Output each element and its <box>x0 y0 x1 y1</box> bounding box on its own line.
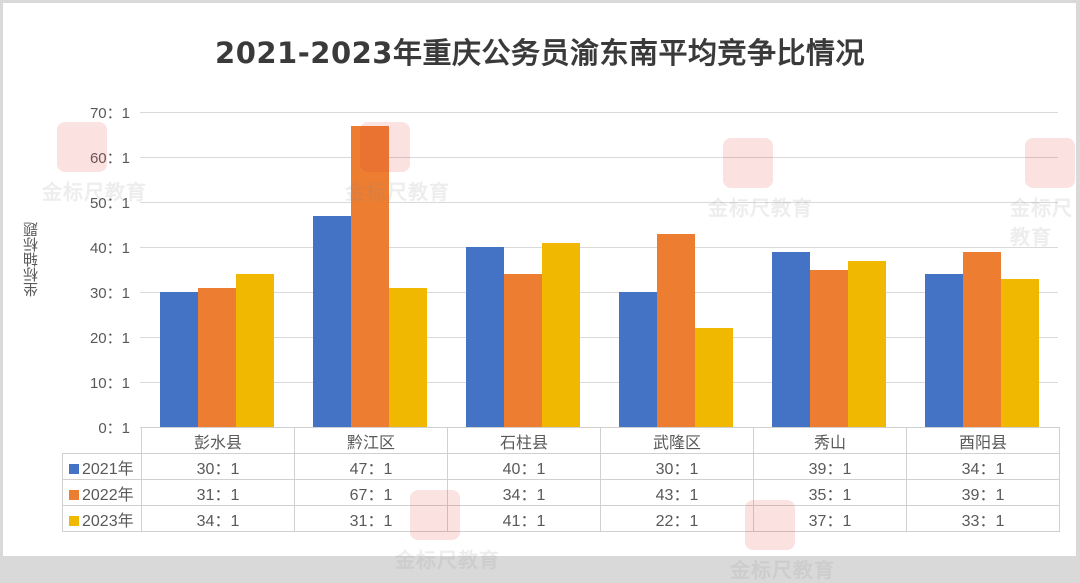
table-cell: 30：1 <box>141 453 295 480</box>
gridline <box>140 382 1058 383</box>
legend-entry: 2023年 <box>62 505 142 532</box>
y-tick-label: 0：1 <box>98 420 130 437</box>
table-cell: 33：1 <box>906 505 1060 532</box>
bar-2021年 <box>925 274 963 427</box>
bar-2021年 <box>466 247 504 427</box>
table-cell: 67：1 <box>294 479 448 506</box>
table-cell: 41：1 <box>447 505 601 532</box>
category-label: 秀山 <box>753 427 907 454</box>
y-tick-label: 30：1 <box>89 285 130 302</box>
legend-label: 2022年 <box>82 486 134 504</box>
y-tick-label: 50：1 <box>89 195 130 212</box>
bar-2023年 <box>848 261 886 428</box>
y-tick-label: 70：1 <box>89 105 130 122</box>
chart-title: 2021-2023年重庆公务员渝东南平均竞争比情况 <box>215 36 865 70</box>
y-axis-title: 坐标轴标题 <box>22 222 40 297</box>
bar-2021年 <box>619 292 657 427</box>
bar-2022年 <box>963 252 1001 428</box>
legend-swatch-icon <box>69 489 79 500</box>
series-row: 2021年 30：1 47：1 40：1 30：1 39：1 34：1 <box>62 453 1060 480</box>
bar-2023年 <box>236 274 274 427</box>
table-cell: 47：1 <box>294 453 448 480</box>
gridline <box>140 292 1058 293</box>
bar-2023年 <box>542 243 580 428</box>
y-tick-label: 20：1 <box>89 330 130 347</box>
table-cell: 22：1 <box>600 505 754 532</box>
category-header-row: 彭水县 黔江区 石柱县 武隆区 秀山 酉阳县 <box>63 427 1060 454</box>
bar-2022年 <box>351 126 389 428</box>
bar-2022年 <box>504 274 542 427</box>
table-cell: 39：1 <box>753 453 907 480</box>
table-cell: 34：1 <box>447 479 601 506</box>
bar-2023年 <box>1001 279 1039 428</box>
table-cell: 35：1 <box>753 479 907 506</box>
bar-2023年 <box>695 328 733 427</box>
bar-2022年 <box>810 270 848 428</box>
table-cell: 30：1 <box>600 453 754 480</box>
y-tick-label: 60：1 <box>89 150 130 167</box>
gridline <box>140 112 1058 113</box>
series-row: 2022年 31：1 67：1 34：1 43：1 35：1 39：1 <box>62 479 1060 506</box>
y-tick-label: 10：1 <box>89 375 130 392</box>
bar-2022年 <box>657 234 695 428</box>
y-tick-label: 40：1 <box>89 240 130 257</box>
table-cell: 40：1 <box>447 453 601 480</box>
category-label: 黔江区 <box>294 427 448 454</box>
bar-2022年 <box>198 288 236 428</box>
legend-entry: 2022年 <box>62 479 142 506</box>
table-cell: 37：1 <box>753 505 907 532</box>
table-cell: 31：1 <box>294 505 448 532</box>
watermark-text: 金标尺教育 <box>730 558 835 582</box>
legend-swatch-icon <box>69 515 79 526</box>
category-label: 彭水县 <box>141 427 295 454</box>
series-row: 2023年 34：1 31：1 41：1 22：1 37：1 33：1 <box>62 505 1060 532</box>
table-cell: 34：1 <box>141 505 295 532</box>
category-label: 武隆区 <box>600 427 754 454</box>
bar-2021年 <box>160 292 198 427</box>
gridline <box>140 337 1058 338</box>
table-cell: 39：1 <box>906 479 1060 506</box>
gridline <box>140 247 1058 248</box>
table-cell: 31：1 <box>141 479 295 506</box>
gridline <box>140 202 1058 203</box>
data-table: 彭水县 黔江区 石柱县 武隆区 秀山 酉阳县 2021年 30：1 47：1 40：1 30：1 3… <box>62 427 1060 532</box>
legend-entry: 2021年 <box>62 453 142 480</box>
legend-label: 2023年 <box>82 512 134 530</box>
bar-2023年 <box>389 288 427 428</box>
gridline <box>140 157 1058 158</box>
legend-swatch-icon <box>69 463 79 474</box>
bar-2021年 <box>772 252 810 428</box>
bar-2021年 <box>313 216 351 428</box>
table-cell: 43：1 <box>600 479 754 506</box>
legend-label: 2021年 <box>82 460 134 478</box>
category-label: 酉阳县 <box>906 427 1060 454</box>
table-corner <box>63 428 142 454</box>
category-label: 石柱县 <box>447 427 601 454</box>
table-cell: 34：1 <box>906 453 1060 480</box>
